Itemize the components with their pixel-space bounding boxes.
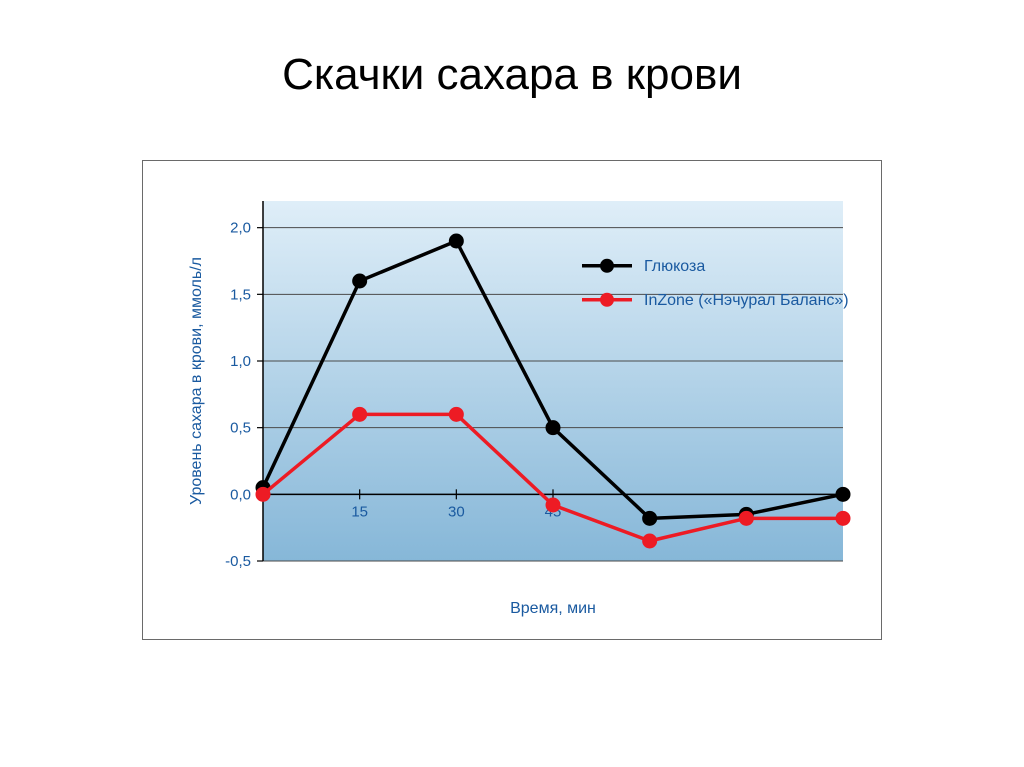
series-marker-1 [256, 487, 270, 501]
y-tick-label: 1,5 [230, 286, 251, 303]
y-tick-label: 0,0 [230, 486, 251, 503]
series-marker-1 [546, 498, 560, 512]
slide: Скачки сахара в крови -0,5 0,0 0,5 1,0 1,5 2,… [0, 0, 1024, 767]
series-marker-1 [643, 534, 657, 548]
legend-label: Глюкоза [644, 258, 705, 275]
series-marker-1 [836, 511, 850, 525]
series-marker-0 [449, 234, 463, 248]
legend-marker [600, 259, 614, 273]
x-axis-label: Время, мин [510, 600, 596, 617]
x-tick-label: 15 [351, 503, 368, 520]
y-axis-label: Уровень сахара в крови, ммоль/л [188, 257, 205, 505]
y-tick-label: 2,0 [230, 220, 251, 237]
legend-label: InZone («Нэчурал Баланс») [644, 292, 849, 309]
legend-marker [600, 293, 614, 307]
chart-svg: -0,50,00,51,01,52,0153045ГлюкозаInZone (… [143, 161, 881, 639]
y-tick-label: 0,5 [230, 420, 251, 437]
x-tick-label: 30 [448, 503, 465, 520]
series-marker-0 [836, 487, 850, 501]
series-marker-1 [353, 407, 367, 421]
series-marker-0 [643, 511, 657, 525]
chart-frame: -0,50,00,51,01,52,0153045ГлюкозаInZone (… [142, 160, 882, 640]
y-tick-label: 1,0 [230, 353, 251, 370]
y-tick-label: -0,5 [225, 553, 251, 570]
page-title: Скачки сахара в крови [0, 50, 1024, 100]
series-marker-0 [353, 274, 367, 288]
series-marker-1 [739, 511, 753, 525]
series-marker-0 [546, 421, 560, 435]
series-marker-1 [449, 407, 463, 421]
